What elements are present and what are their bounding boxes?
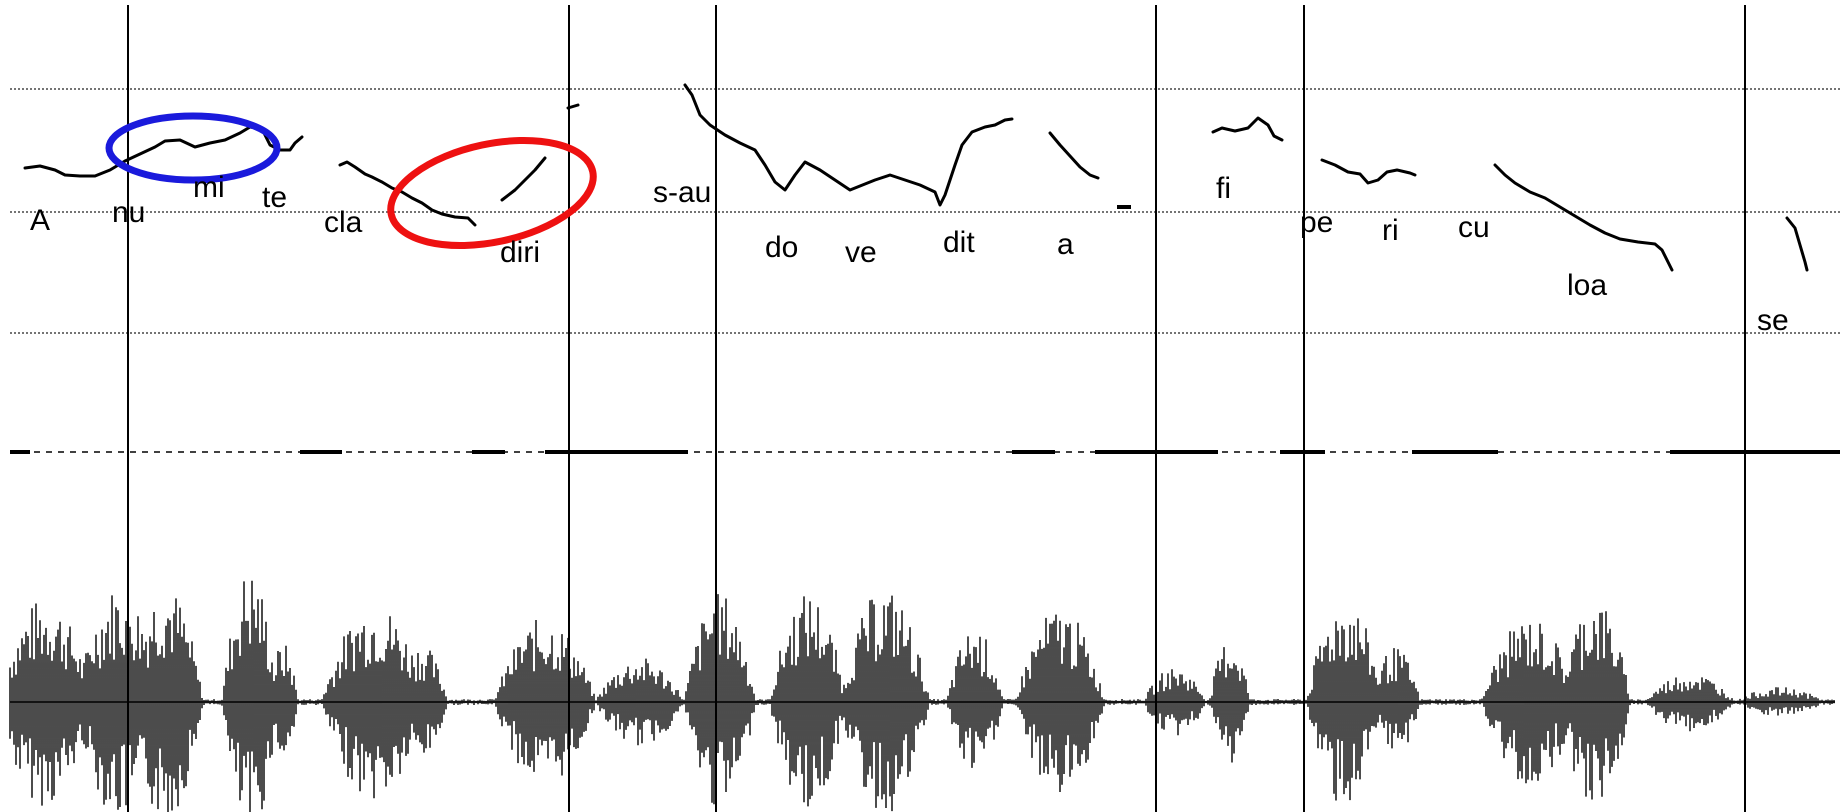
pitch-contours <box>23 83 1809 272</box>
pitch-contour <box>566 103 580 110</box>
pitch-contour <box>500 156 547 202</box>
syllable-labels: A nu mi te cla diri s-au do ve dit a - f… <box>30 171 1789 337</box>
boundary-marker <box>1117 205 1131 209</box>
blue-highlight-ellipse <box>105 112 281 184</box>
syllable-label: A <box>30 204 50 237</box>
syllable-label: s-au <box>653 176 711 209</box>
syllable-label: cla <box>324 206 363 239</box>
syllable-label: ve <box>845 236 877 269</box>
syllable-label: do <box>765 231 798 264</box>
syllable-label: a <box>1057 228 1074 261</box>
pitch-contour <box>23 125 304 178</box>
pitch-contour <box>683 83 1014 207</box>
syllable-label: fi <box>1216 172 1231 205</box>
syllable-label: te <box>262 181 287 214</box>
syllable-label: nu <box>112 196 145 229</box>
syllable-label: - <box>1118 182 1128 215</box>
syllable-label: se <box>1757 304 1789 337</box>
waveform-trace <box>9 580 1835 812</box>
syllable-label: mi <box>193 171 225 204</box>
pitch-contour <box>338 160 477 227</box>
syllable-label: ri <box>1382 214 1399 247</box>
pitch-contour <box>1320 158 1417 185</box>
pitch-contour <box>1048 131 1100 180</box>
pitch-contour <box>1493 163 1674 272</box>
syllable-label: cu <box>1458 211 1490 244</box>
waveform <box>9 580 1835 812</box>
red-highlight-ellipse <box>387 137 597 249</box>
pitch-contour <box>1785 216 1809 272</box>
syllable-label: loa <box>1567 269 1607 302</box>
reference-lines <box>10 88 1841 334</box>
syllable-label: diri <box>500 236 540 269</box>
syllable-label: dit <box>943 226 975 259</box>
boundary-lines <box>127 5 1746 812</box>
pitch-contour <box>1211 116 1284 142</box>
syllable-label: pe <box>1300 206 1333 239</box>
